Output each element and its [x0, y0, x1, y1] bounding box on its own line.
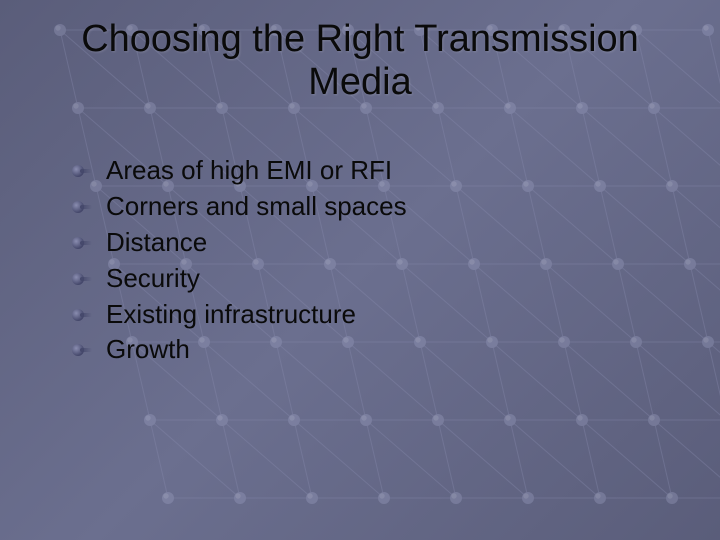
slide: Choosing the Right Transmission Media Ar… [0, 0, 720, 540]
list-item: Security [72, 261, 720, 297]
list-item: Areas of high EMI or RFI [72, 153, 720, 189]
list-item-label: Corners and small spaces [106, 191, 407, 221]
list-item-label: Security [106, 263, 200, 293]
bullet-icon [72, 344, 94, 356]
list-item: Existing infrastructure [72, 297, 720, 333]
bullet-list: Areas of high EMI or RFI Corners and smal… [0, 103, 720, 368]
list-item: Distance [72, 225, 720, 261]
list-item-label: Growth [106, 334, 190, 364]
list-item-label: Existing infrastructure [106, 299, 356, 329]
list-item-label: Distance [106, 227, 207, 257]
bullet-icon [72, 309, 94, 321]
bullet-icon [72, 237, 94, 249]
list-item: Growth [72, 332, 720, 368]
bullet-icon [72, 165, 94, 177]
bullet-icon [72, 273, 94, 285]
slide-title: Choosing the Right Transmission Media [0, 0, 720, 103]
list-item: Corners and small spaces [72, 189, 720, 225]
list-item-label: Areas of high EMI or RFI [106, 155, 392, 185]
bullet-icon [72, 201, 94, 213]
